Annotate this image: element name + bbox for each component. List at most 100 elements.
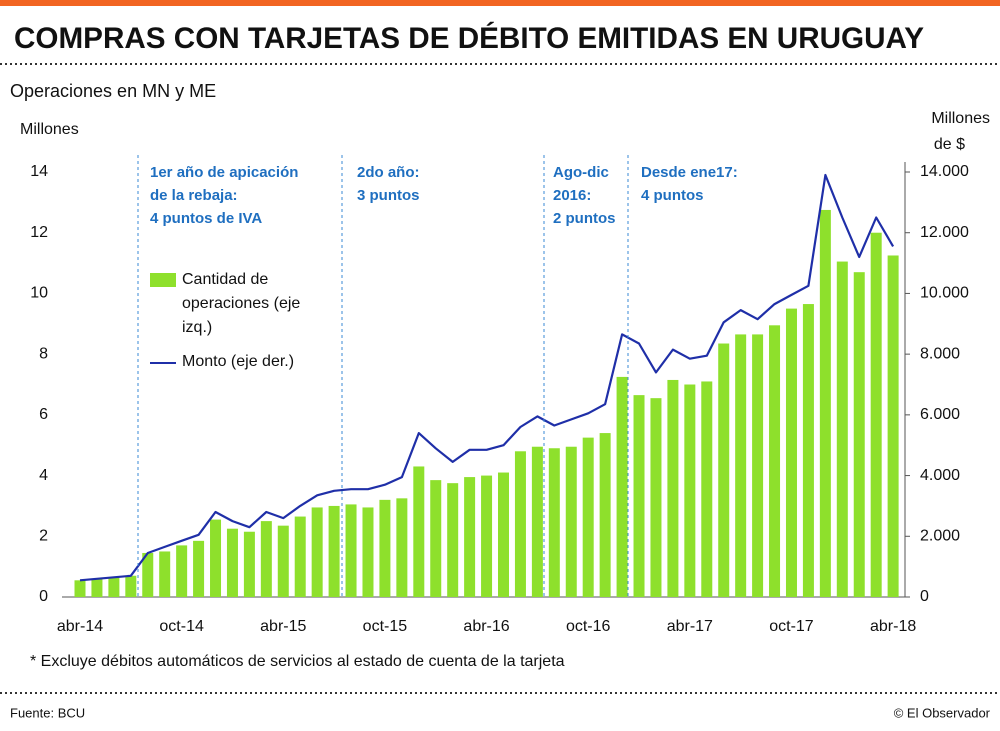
y2-tick-label: 0 — [920, 588, 929, 605]
x-tick-label: abr-18 — [870, 618, 916, 635]
bar — [548, 448, 560, 597]
bar — [616, 376, 628, 597]
bar — [718, 343, 730, 597]
bar — [142, 552, 154, 597]
y2-tick-label: 12.000 — [920, 224, 969, 241]
bar — [193, 540, 205, 597]
annotation: 2 puntos — [553, 210, 616, 227]
annotation: 2do año: — [357, 164, 420, 181]
bar — [582, 437, 594, 597]
bar — [802, 304, 814, 597]
y2-axis-label: de $ — [934, 136, 965, 153]
legend-swatch — [150, 362, 176, 364]
y-tick-label: 6 — [39, 406, 48, 423]
y-tick-label: 2 — [39, 528, 48, 545]
x-tick-label: oct-16 — [566, 618, 611, 635]
bar — [311, 507, 323, 597]
bar — [396, 498, 408, 597]
y2-tick-label: 4.000 — [920, 467, 960, 484]
bar — [650, 398, 662, 597]
bar — [226, 528, 238, 597]
y-tick-label: 14 — [30, 163, 48, 180]
bar — [294, 516, 306, 597]
chart-title: COMPRAS CON TARJETAS DE DÉBITO EMITIDAS … — [14, 21, 924, 55]
y2-tick-label: 6.000 — [920, 406, 960, 423]
top-bar — [0, 0, 1000, 6]
x-tick-label: abr-14 — [57, 618, 103, 635]
bar — [498, 472, 509, 597]
y-axis-label: Millones — [20, 121, 79, 138]
credit: © El Observador — [894, 705, 991, 720]
bar — [243, 531, 255, 597]
bar — [667, 379, 679, 597]
bar — [379, 499, 391, 597]
annotation: de la rebaja: — [150, 187, 238, 204]
y-tick-label: 12 — [30, 224, 48, 241]
annotation: Desde ene17: — [641, 164, 738, 181]
bar — [91, 578, 103, 597]
legend: Cantidad de operaciones (eje izq.) Monto… — [150, 268, 320, 374]
x-tick-label: abr-17 — [667, 618, 713, 635]
annotation: Ago-dic — [553, 164, 609, 181]
y2-tick-label: 8.000 — [920, 345, 960, 362]
bar — [735, 334, 747, 597]
bar — [870, 232, 882, 597]
bar — [887, 255, 899, 597]
bar — [362, 507, 374, 597]
bar — [481, 475, 493, 597]
bar — [599, 433, 611, 597]
bar — [464, 477, 476, 597]
bar — [836, 261, 848, 597]
bar — [125, 575, 137, 597]
x-tick-label: abr-16 — [463, 618, 509, 635]
bar — [277, 525, 289, 597]
legend-swatch — [150, 273, 176, 287]
annotation: 3 puntos — [357, 187, 420, 204]
bar — [430, 480, 442, 597]
bar — [74, 580, 86, 597]
y-tick-label: 4 — [39, 467, 48, 484]
footnote: * Excluye débitos automáticos de servici… — [30, 653, 565, 670]
bar — [565, 446, 577, 597]
line — [79, 173, 895, 582]
annotation: 4 puntos — [641, 187, 704, 204]
annotation: 2016: — [553, 187, 591, 204]
bar — [701, 381, 713, 597]
bar — [769, 325, 781, 597]
x-tick-label: oct-17 — [769, 618, 814, 635]
bar — [819, 209, 831, 598]
y-tick-label: 8 — [39, 345, 48, 362]
bar — [345, 504, 357, 597]
bar — [684, 384, 696, 597]
subtitle: Operaciones en MN y ME — [10, 81, 216, 101]
bar — [785, 308, 797, 597]
y2-tick-label: 14.000 — [920, 163, 969, 180]
bar — [260, 521, 272, 597]
bar — [633, 395, 645, 597]
annotation: 1er año de apicación — [150, 164, 298, 181]
legend-label: Cantidad de operaciones (eje izq.) — [182, 271, 301, 336]
y-tick-label: 10 — [30, 285, 48, 302]
bar — [108, 577, 120, 597]
y-tick-label: 0 — [39, 588, 48, 605]
x-tick-label: oct-14 — [159, 618, 204, 635]
bar — [531, 446, 543, 597]
bar — [328, 505, 340, 597]
legend-item: Monto (eje der.) — [150, 350, 320, 374]
bar — [210, 519, 222, 597]
y2-tick-label: 10.000 — [920, 285, 969, 302]
bar — [752, 334, 764, 597]
annotation: 4 puntos de IVA — [150, 210, 262, 227]
legend-item: Cantidad de operaciones (eje izq.) — [150, 268, 320, 340]
x-tick-label: oct-15 — [363, 618, 408, 635]
bar — [413, 466, 425, 597]
source: Fuente: BCU — [10, 705, 85, 720]
y2-axis-label: Millones — [931, 110, 990, 127]
legend-label: Monto (eje der.) — [182, 353, 295, 370]
bar — [447, 483, 459, 597]
y2-tick-label: 2.000 — [920, 528, 960, 545]
bar — [176, 545, 188, 597]
x-tick-label: abr-15 — [260, 618, 306, 635]
